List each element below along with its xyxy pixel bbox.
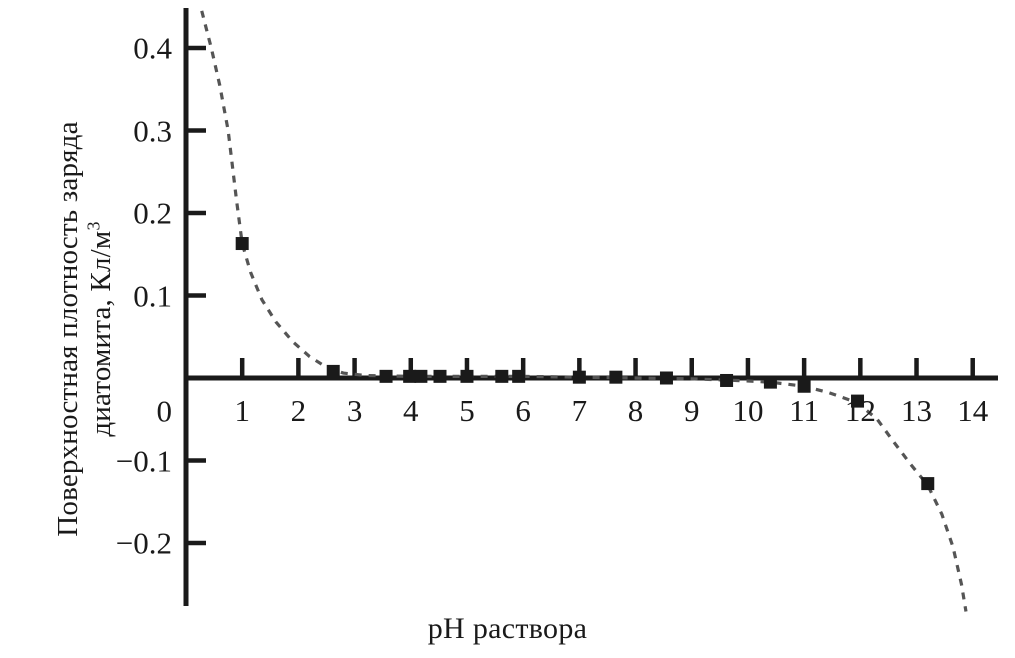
x-axis-tick-label: 10 — [732, 393, 764, 428]
x-axis-tick-label: 2 — [290, 393, 307, 428]
x-axis-title: pH раствора — [427, 612, 588, 645]
data-point-marker — [433, 369, 447, 383]
data-point-marker — [512, 369, 526, 383]
data-point-marker — [797, 379, 811, 393]
fit-curve — [200, 10, 968, 612]
x-axis-tick-label: 6 — [515, 393, 531, 428]
y-axis-tick-label: 0.2 — [133, 195, 172, 231]
data-point-marker — [414, 369, 428, 383]
y-axis-tick-label: 0.3 — [133, 113, 172, 148]
data-point-marker — [326, 364, 340, 378]
y-axis-tick-label: 0.1 — [133, 278, 172, 313]
x-axis-tick-label: 1 — [234, 393, 250, 428]
y-axis-ticks — [186, 45, 206, 546]
y-axis-tick-label: −0.1 — [115, 443, 172, 478]
data-point-marker — [235, 237, 249, 251]
x-axis-tick-label: 4 — [403, 393, 419, 428]
data-point-marker — [572, 370, 586, 384]
data-point-marker — [460, 369, 474, 383]
x-axis-ticks — [239, 358, 975, 378]
data-point-marker — [379, 369, 393, 383]
x-axis-tick-label: 14 — [957, 393, 989, 428]
data-point-marker — [659, 371, 673, 385]
x-axis-tick-label: 7 — [571, 393, 588, 428]
x-axis-tick-label: 5 — [459, 393, 475, 428]
data-point-marker — [720, 373, 734, 387]
data-point-marker — [495, 369, 509, 383]
x-axis-tick-label: 9 — [683, 393, 700, 428]
x-axis-tick-label: 12 — [844, 393, 876, 428]
data-point-marker — [763, 375, 777, 389]
y-axis-tick-label: 0.4 — [133, 30, 172, 66]
data-point-markers — [235, 237, 935, 491]
x-axis-tick-label: 13 — [901, 393, 933, 428]
x-axis-tick-label: 3 — [346, 393, 363, 428]
x-axis-tick-label: 11 — [789, 393, 820, 428]
data-point-marker — [403, 369, 417, 383]
axes-group — [183, 8, 998, 606]
y-axis-tick-label: 0 — [156, 393, 173, 429]
x-axis-tick-label: 8 — [627, 393, 644, 428]
data-point-marker — [851, 394, 865, 408]
y-axis-tick-label: −0.2 — [115, 525, 172, 561]
data-point-marker — [609, 370, 623, 384]
data-point-marker — [921, 477, 935, 491]
